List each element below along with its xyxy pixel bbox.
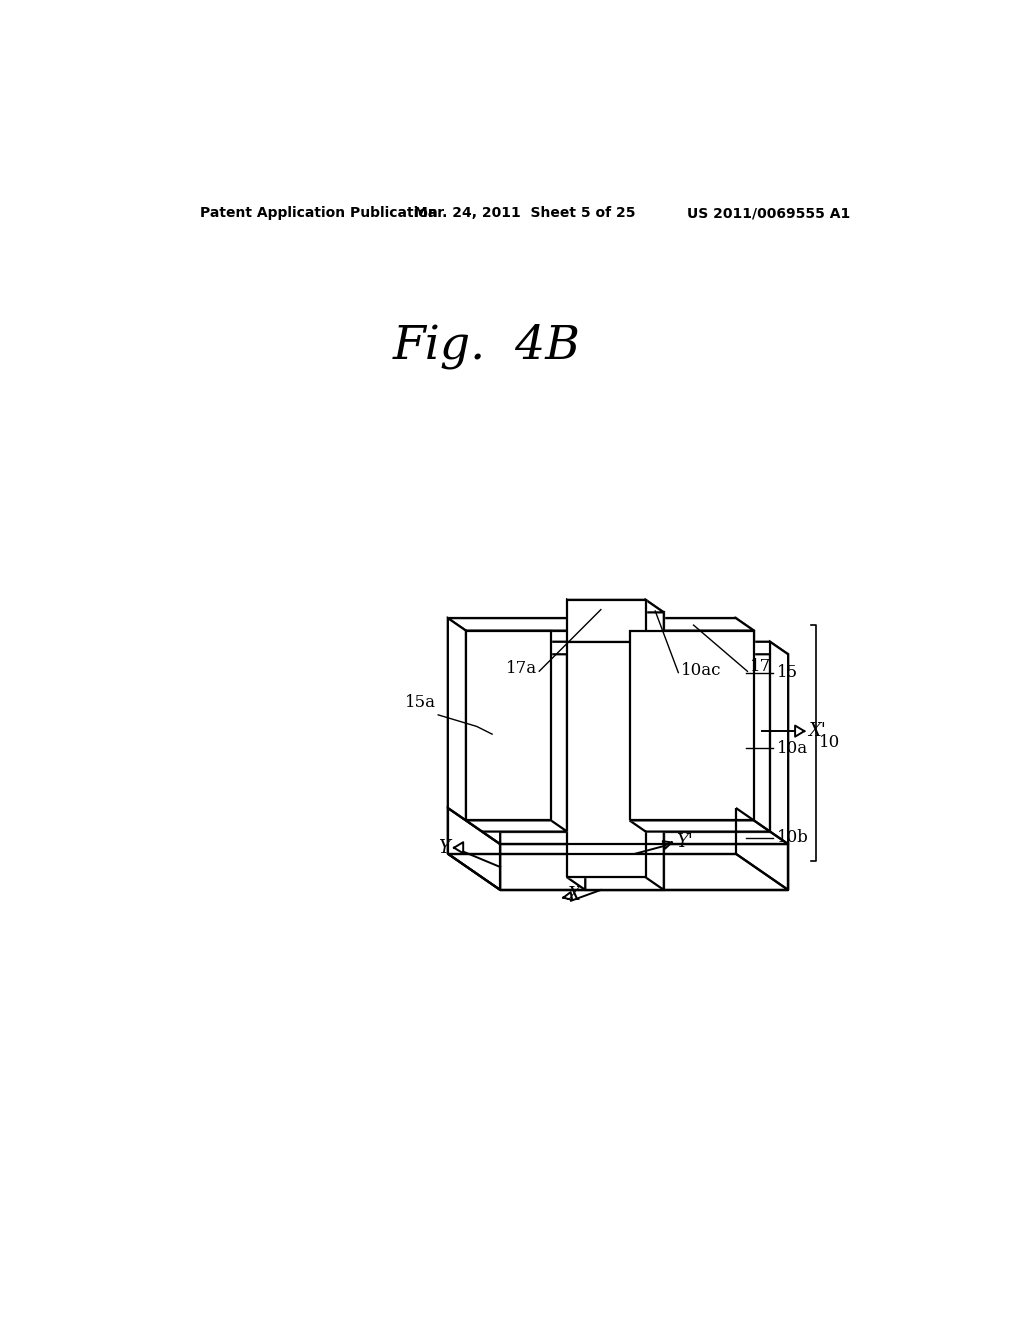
Polygon shape bbox=[567, 599, 646, 642]
Text: 10a: 10a bbox=[776, 741, 808, 756]
Text: 15a: 15a bbox=[404, 694, 436, 711]
Text: X: X bbox=[567, 886, 580, 904]
Polygon shape bbox=[482, 642, 500, 843]
Text: 10ac: 10ac bbox=[681, 661, 721, 678]
Text: Fig.  4B: Fig. 4B bbox=[392, 323, 581, 370]
Text: 17a: 17a bbox=[506, 660, 537, 677]
Polygon shape bbox=[500, 655, 586, 843]
Polygon shape bbox=[454, 842, 463, 853]
Text: Patent Application Publication: Patent Application Publication bbox=[200, 206, 437, 220]
Polygon shape bbox=[466, 631, 551, 821]
Text: Y: Y bbox=[438, 838, 451, 857]
Text: Y': Y' bbox=[676, 833, 692, 851]
Polygon shape bbox=[795, 726, 804, 737]
Text: 10b: 10b bbox=[776, 829, 809, 846]
Text: Mar. 24, 2011  Sheet 5 of 25: Mar. 24, 2011 Sheet 5 of 25 bbox=[414, 206, 636, 220]
Polygon shape bbox=[447, 618, 754, 631]
Polygon shape bbox=[646, 642, 788, 655]
Polygon shape bbox=[736, 808, 788, 890]
Text: 15: 15 bbox=[776, 664, 798, 681]
Polygon shape bbox=[664, 655, 788, 843]
Polygon shape bbox=[563, 892, 572, 900]
Polygon shape bbox=[447, 618, 736, 808]
Polygon shape bbox=[567, 599, 664, 612]
Text: 10: 10 bbox=[819, 734, 841, 751]
Text: 17: 17 bbox=[750, 659, 771, 675]
Polygon shape bbox=[630, 821, 770, 832]
Polygon shape bbox=[630, 631, 754, 821]
Polygon shape bbox=[770, 642, 788, 843]
Polygon shape bbox=[447, 808, 500, 890]
Polygon shape bbox=[500, 843, 788, 890]
Polygon shape bbox=[466, 821, 567, 832]
Polygon shape bbox=[447, 618, 466, 821]
Polygon shape bbox=[586, 612, 664, 890]
Polygon shape bbox=[567, 642, 646, 878]
Text: X': X' bbox=[808, 722, 826, 741]
Text: US 2011/0069555 A1: US 2011/0069555 A1 bbox=[687, 206, 851, 220]
Polygon shape bbox=[466, 631, 754, 821]
Polygon shape bbox=[663, 841, 672, 849]
Polygon shape bbox=[646, 642, 770, 832]
Polygon shape bbox=[447, 808, 788, 843]
Polygon shape bbox=[736, 618, 754, 821]
Polygon shape bbox=[447, 808, 736, 854]
Polygon shape bbox=[482, 642, 567, 832]
Polygon shape bbox=[646, 599, 664, 890]
Polygon shape bbox=[482, 642, 586, 655]
Polygon shape bbox=[567, 599, 586, 890]
